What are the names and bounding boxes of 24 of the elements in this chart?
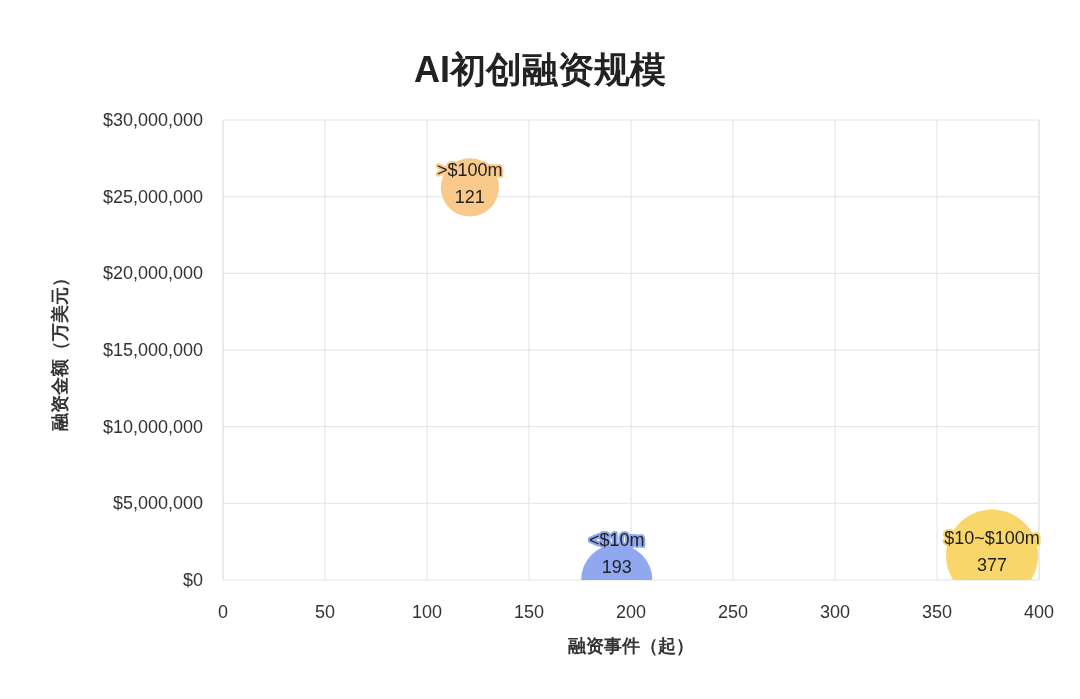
x-tick-label: 300 — [819, 602, 851, 622]
y-tick-label: $15,000,000 — [102, 340, 203, 360]
y-tick-label: $25,000,000 — [102, 186, 203, 207]
x-tick-label: 400 — [1023, 602, 1055, 622]
annotation: 193 — [601, 557, 632, 577]
x-axis-title: 融资事件（起） — [568, 636, 694, 656]
x-tick-label: 100 — [411, 602, 443, 622]
series-label: >$100m — [437, 160, 503, 181]
y-tick-label: $10,000,000 — [102, 416, 203, 437]
x-tick-label: 150 — [513, 602, 545, 622]
y-axis-title: 融资金额（万美元） — [50, 269, 70, 431]
y-tick-label: $0 — [182, 570, 203, 590]
chart-title: AI初创融资规模 — [414, 49, 666, 90]
x-tick-label: 0 — [217, 602, 229, 622]
x-tick-label: 50 — [314, 602, 336, 622]
x-tick-label: 250 — [717, 602, 749, 622]
annotation: 377 — [977, 555, 1008, 576]
x-tick-label: 350 — [921, 602, 953, 622]
annotation: 121 — [454, 187, 485, 208]
y-tick-label: $5,000,000 — [112, 493, 203, 514]
y-tick-label: $20,000,000 — [102, 263, 203, 284]
y-tick-label: $30,000,000 — [102, 110, 203, 130]
series-label: <$10m — [588, 530, 645, 550]
x-tick-label: 200 — [615, 602, 647, 622]
